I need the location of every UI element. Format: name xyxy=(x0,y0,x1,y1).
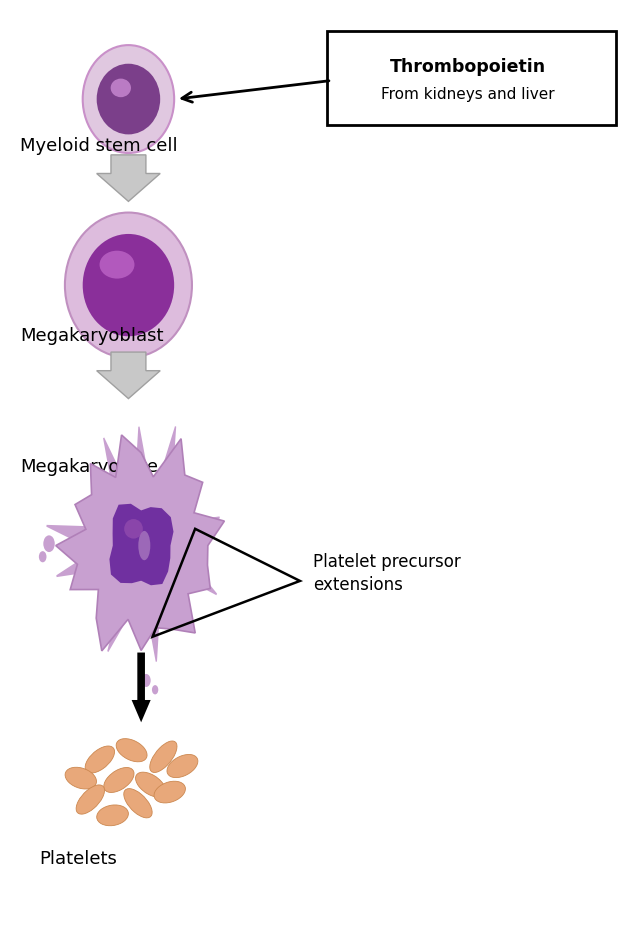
Text: Megakaryoblast: Megakaryoblast xyxy=(20,327,164,345)
Ellipse shape xyxy=(150,741,177,773)
Ellipse shape xyxy=(110,78,131,97)
FancyBboxPatch shape xyxy=(327,31,616,125)
FancyArrow shape xyxy=(131,652,151,722)
Ellipse shape xyxy=(83,45,174,153)
Ellipse shape xyxy=(76,785,105,815)
Circle shape xyxy=(43,536,55,552)
Ellipse shape xyxy=(167,755,198,777)
Polygon shape xyxy=(160,426,176,479)
Ellipse shape xyxy=(154,781,186,803)
Text: Platelets: Platelets xyxy=(40,850,117,868)
Circle shape xyxy=(152,685,158,694)
Ellipse shape xyxy=(65,213,192,357)
Polygon shape xyxy=(56,435,225,651)
Text: Thrombopoietin: Thrombopoietin xyxy=(390,58,546,76)
FancyArrow shape xyxy=(97,352,160,398)
Ellipse shape xyxy=(124,519,143,538)
Ellipse shape xyxy=(83,234,174,336)
Ellipse shape xyxy=(97,63,160,134)
Ellipse shape xyxy=(104,768,134,792)
Ellipse shape xyxy=(138,531,151,560)
Polygon shape xyxy=(107,611,127,652)
Ellipse shape xyxy=(100,251,135,279)
Ellipse shape xyxy=(124,788,152,818)
Ellipse shape xyxy=(135,773,166,797)
FancyArrow shape xyxy=(97,155,160,202)
Text: From kidneys and liver: From kidneys and liver xyxy=(382,87,555,102)
Polygon shape xyxy=(103,438,121,480)
Circle shape xyxy=(142,674,151,687)
Polygon shape xyxy=(148,620,160,661)
Circle shape xyxy=(39,551,47,563)
Text: Myeloid stem cell: Myeloid stem cell xyxy=(20,136,178,155)
Polygon shape xyxy=(110,504,174,585)
Text: Megakaryocyte: Megakaryocyte xyxy=(20,457,158,476)
Text: Platelet precursor
extensions: Platelet precursor extensions xyxy=(313,552,461,594)
Polygon shape xyxy=(47,525,88,547)
Polygon shape xyxy=(194,517,220,535)
Ellipse shape xyxy=(97,805,128,826)
Polygon shape xyxy=(189,566,217,595)
Ellipse shape xyxy=(85,746,115,773)
Ellipse shape xyxy=(65,767,96,789)
Polygon shape xyxy=(56,556,89,578)
Ellipse shape xyxy=(116,739,147,761)
Polygon shape xyxy=(136,426,146,465)
